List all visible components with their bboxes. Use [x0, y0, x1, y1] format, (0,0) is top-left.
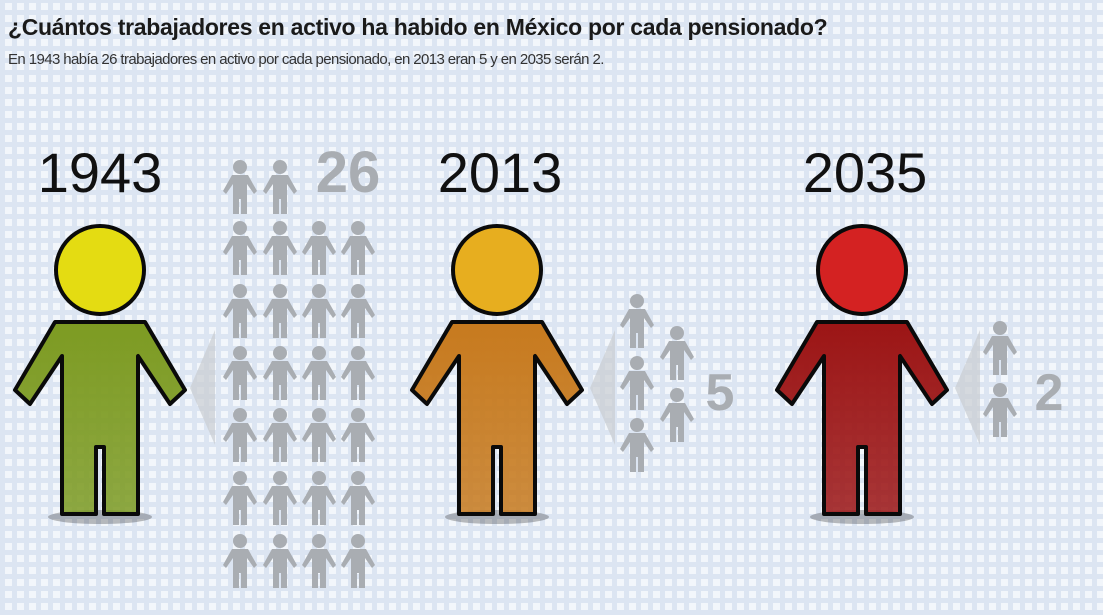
- group-2035: 2035 2: [775, 141, 1064, 524]
- workers-2013: [620, 294, 694, 472]
- worker-icon: [302, 284, 336, 338]
- arrow-wedge: [190, 330, 215, 445]
- worker-icon: [620, 418, 654, 472]
- pensioner-head: [54, 224, 146, 316]
- group-1943: 1943 26: [13, 140, 381, 588]
- worker-icon: [983, 383, 1017, 437]
- worker-icon: [263, 408, 297, 462]
- pensioner-head: [451, 224, 543, 316]
- year-label: 2035: [803, 141, 928, 204]
- worker-icon: [302, 471, 336, 525]
- worker-icon: [341, 471, 375, 525]
- worker-icon: [263, 284, 297, 338]
- page-title: ¿Cuántos trabajadores en activo ha habid…: [8, 14, 828, 40]
- arrow-wedge: [955, 330, 980, 445]
- worker-count: 2: [1035, 364, 1064, 422]
- worker-icon: [223, 471, 257, 525]
- worker-icon: [263, 160, 297, 214]
- worker-icon: [620, 356, 654, 410]
- worker-icon: [302, 221, 336, 275]
- worker-icon: [263, 471, 297, 525]
- worker-icon: [302, 346, 336, 400]
- worker-icon: [223, 346, 257, 400]
- worker-icon: [302, 534, 336, 588]
- worker-count: 26: [316, 140, 381, 205]
- year-label: 2013: [438, 141, 563, 204]
- worker-icon: [263, 346, 297, 400]
- worker-icon: [341, 534, 375, 588]
- workers-2035: [983, 321, 1017, 437]
- group-2013: 2013 5: [410, 141, 735, 524]
- worker-icon: [223, 408, 257, 462]
- worker-icon: [341, 408, 375, 462]
- worker-icon: [263, 534, 297, 588]
- subtitle: En 1943 había 26 trabajadores en activo …: [8, 51, 604, 68]
- pensioner-body: [410, 320, 584, 516]
- worker-icon: [983, 321, 1017, 375]
- worker-icon: [620, 294, 654, 348]
- pensioner-body: [13, 320, 187, 516]
- arrow-wedge: [590, 330, 615, 445]
- worker-icon: [660, 326, 694, 380]
- worker-icon: [223, 284, 257, 338]
- worker-icon: [263, 221, 297, 275]
- worker-icon: [341, 221, 375, 275]
- worker-icon: [341, 346, 375, 400]
- worker-icon: [223, 534, 257, 588]
- workers-1943: [223, 160, 375, 588]
- year-label: 1943: [38, 141, 163, 204]
- pensioner-head: [816, 224, 908, 316]
- pensioner-body: [775, 320, 949, 516]
- worker-icon: [341, 284, 375, 338]
- worker-icon: [223, 160, 257, 214]
- worker-count: 5: [706, 364, 735, 422]
- worker-icon: [302, 408, 336, 462]
- worker-icon: [223, 221, 257, 275]
- worker-icon: [660, 388, 694, 442]
